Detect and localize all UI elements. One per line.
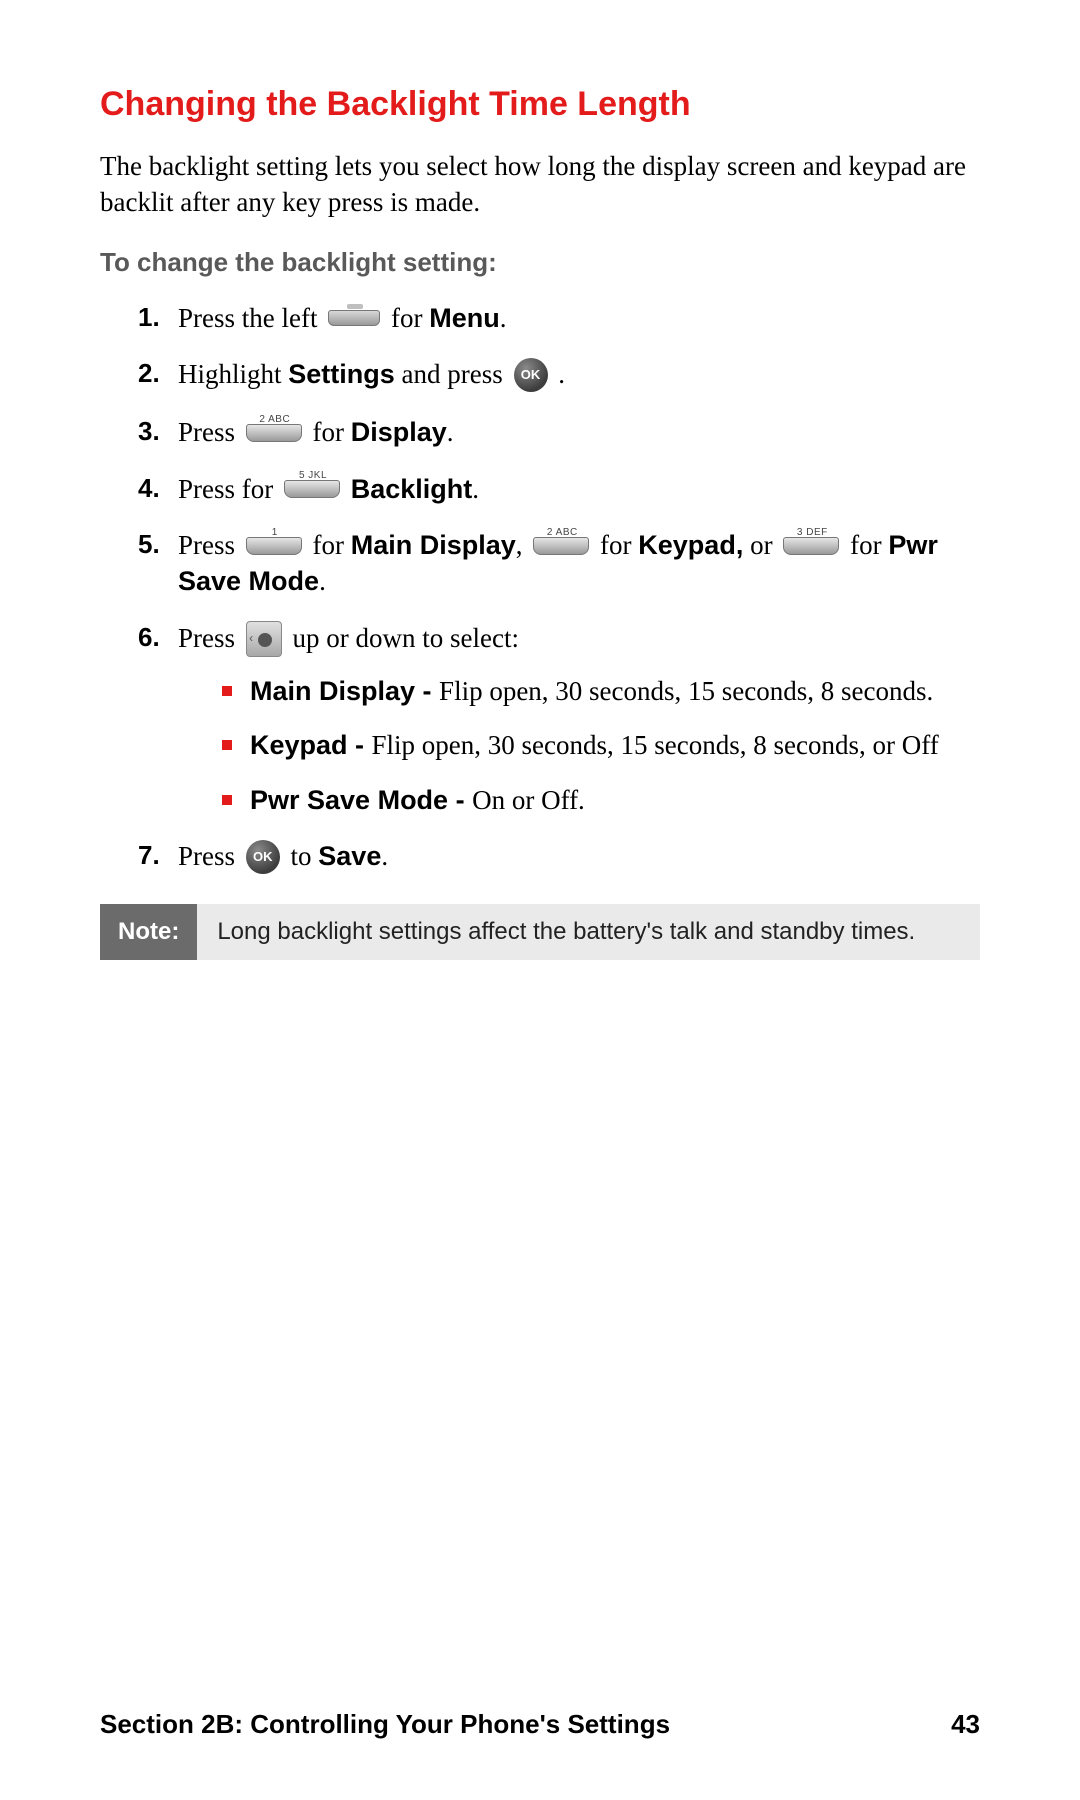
key-2-icon (533, 537, 589, 555)
step-2: Highlight Settings and press OK . (138, 356, 980, 394)
step-text: Press (178, 841, 242, 871)
bold-keypad: Keypad, (638, 530, 743, 560)
step-list: Press the left for Menu. Highlight Setti… (100, 300, 980, 876)
step-text: for (313, 530, 351, 560)
page-footer: Section 2B: Controlling Your Phone's Set… (100, 1709, 980, 1740)
step-text: up or down to select: (293, 623, 519, 653)
step-4: Press for Backlight. (138, 471, 980, 507)
footer-page-number: 43 (951, 1709, 980, 1740)
step-text: for (313, 417, 351, 447)
left-softkey-icon (328, 310, 380, 326)
bold-settings: Settings (288, 359, 395, 389)
step-text: Highlight (178, 359, 288, 389)
option-label: Pwr Save Mode - (250, 785, 472, 815)
manual-page: Changing the Backlight Time Length The b… (0, 0, 1080, 1800)
option-text: Flip open, 30 seconds, 15 seconds, 8 sec… (372, 730, 939, 760)
step-5: Press for Main Display, for Keypad, or f… (138, 527, 980, 600)
step-6: Press up or down to select: Main Display… (138, 620, 980, 818)
intro-paragraph: The backlight setting lets you select ho… (100, 148, 980, 221)
bold-display: Display (351, 417, 447, 447)
step-text: Press the left (178, 303, 324, 333)
option-label: Main Display - (250, 676, 439, 706)
step-text: Press (178, 417, 242, 447)
bold-backlight: Backlight (351, 474, 473, 504)
step-text: . (447, 417, 454, 447)
note-box: Note: Long backlight settings affect the… (100, 904, 980, 960)
option-pwr-save: Pwr Save Mode - On or Off. (222, 782, 980, 818)
step-text: Press for (178, 474, 280, 504)
step-text: Press (178, 530, 242, 560)
option-text: On or Off. (472, 785, 585, 815)
step-1: Press the left for Menu. (138, 300, 980, 336)
note-text: Long backlight settings affect the batte… (197, 904, 980, 960)
key-2-icon (246, 424, 302, 442)
step-text: Press (178, 623, 242, 653)
option-keypad: Keypad - Flip open, 30 seconds, 15 secon… (222, 727, 980, 763)
step-text: . (500, 303, 507, 333)
section-title: Changing the Backlight Time Length (100, 85, 980, 124)
key-1-icon (246, 537, 302, 555)
step-text: for (850, 530, 888, 560)
step-text: . (558, 359, 565, 389)
option-text: Flip open, 30 seconds, 15 seconds, 8 sec… (439, 676, 933, 706)
bold-menu: Menu (429, 303, 500, 333)
step-3: Press for Display. (138, 414, 980, 450)
bold-save: Save (318, 841, 381, 871)
step-text: or (750, 530, 779, 560)
step-text: and press (402, 359, 510, 389)
step-text: . (319, 566, 326, 596)
option-label: Keypad - (250, 730, 372, 760)
step-text: , (516, 530, 530, 560)
step-text: for (391, 303, 429, 333)
ok-button-icon: OK (246, 840, 280, 874)
step-text: to (291, 841, 319, 871)
step-text: for (600, 530, 638, 560)
step-7: Press OK to Save. (138, 838, 980, 876)
key-3-icon (783, 537, 839, 555)
note-label: Note: (100, 904, 197, 960)
nav-key-icon (246, 621, 282, 657)
footer-section: Section 2B: Controlling Your Phone's Set… (100, 1709, 670, 1740)
procedure-subhead: To change the backlight setting: (100, 247, 980, 278)
key-5-icon (284, 480, 340, 498)
bold-main-display: Main Display (351, 530, 516, 560)
ok-button-icon: OK (514, 358, 548, 392)
option-list: Main Display - Flip open, 30 seconds, 15… (178, 659, 980, 818)
step-text: . (381, 841, 388, 871)
step-text: . (472, 474, 479, 504)
option-main-display: Main Display - Flip open, 30 seconds, 15… (222, 673, 980, 709)
